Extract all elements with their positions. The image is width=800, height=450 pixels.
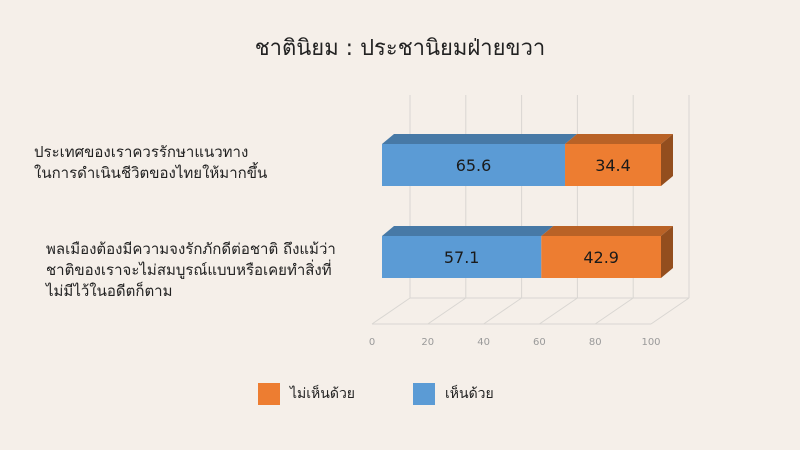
bar-side-1: [661, 226, 673, 278]
bar-top-0-0: [382, 134, 578, 144]
data-label-0-0: 65.6: [456, 156, 492, 175]
x-tick-label-1: 20: [421, 337, 434, 348]
legend-swatch-disagree: [258, 383, 280, 405]
x-tick-label-4: 80: [589, 337, 602, 348]
data-label-1-1: 42.9: [583, 248, 619, 267]
bar-1-1: [541, 236, 661, 278]
x-tick-label-3: 60: [533, 337, 546, 348]
bar-top-0-1: [565, 134, 673, 144]
legend-label-disagree: ไม่เห็นด้วย: [290, 386, 356, 402]
x-tick-label-2: 40: [477, 337, 490, 348]
category-label-2-line-2: ชาติของเราจะไม่สมบูรณ์แบบหรือเคยทำสิ่งที…: [46, 261, 332, 279]
category-label-2: พลเมืองต้องมีความจงรักภักดีต่อชาติ ถึงแม…: [46, 239, 336, 302]
bar-0-0: [382, 144, 566, 186]
category-label-1: ประเทศของเราควรรักษาแนวทาง ในการดำเนินชี…: [34, 142, 267, 184]
x-tick-label-5: 100: [641, 337, 660, 348]
legend-item-disagree: ไม่เห็นด้วย: [258, 383, 355, 405]
gridline-floor-3: [539, 297, 578, 325]
data-label-0-1: 34.4: [595, 156, 631, 175]
bar-side-0: [661, 134, 673, 186]
category-label-2-line-1: พลเมืองต้องมีความจงรักภักดีต่อชาติ ถึงแม…: [46, 240, 336, 258]
data-label-1-0: 57.1: [444, 248, 480, 267]
legend-swatch-agree: [413, 383, 435, 405]
gridline-floor-2: [483, 297, 522, 325]
gridline-floor-0: [371, 297, 411, 325]
category-label-1-line-2: ในการดำเนินชีวิตของไทยให้มากขึ้น: [34, 164, 268, 182]
bar-top-1-0: [382, 226, 554, 236]
bar-1-0: [382, 236, 542, 278]
gridline-floor-5: [650, 297, 690, 325]
category-label-2-line-3: ไม่มีไว้ในอดีตก็ตาม: [46, 282, 173, 300]
legend-label-agree: เห็นด้วย: [445, 386, 494, 402]
chart-title: ชาตินิยม : ประชานิยมฝ่ายขวา: [254, 36, 546, 61]
gridline-floor-1: [427, 297, 467, 325]
legend-item-agree: เห็นด้วย: [413, 383, 494, 405]
bar-top-1-1: [541, 226, 673, 236]
bar-0-1: [565, 144, 661, 186]
x-tick-label-0: 0: [369, 337, 375, 348]
category-label-1-line-1: ประเทศของเราควรรักษาแนวทาง: [34, 143, 249, 161]
gridline-floor-4: [594, 297, 634, 325]
